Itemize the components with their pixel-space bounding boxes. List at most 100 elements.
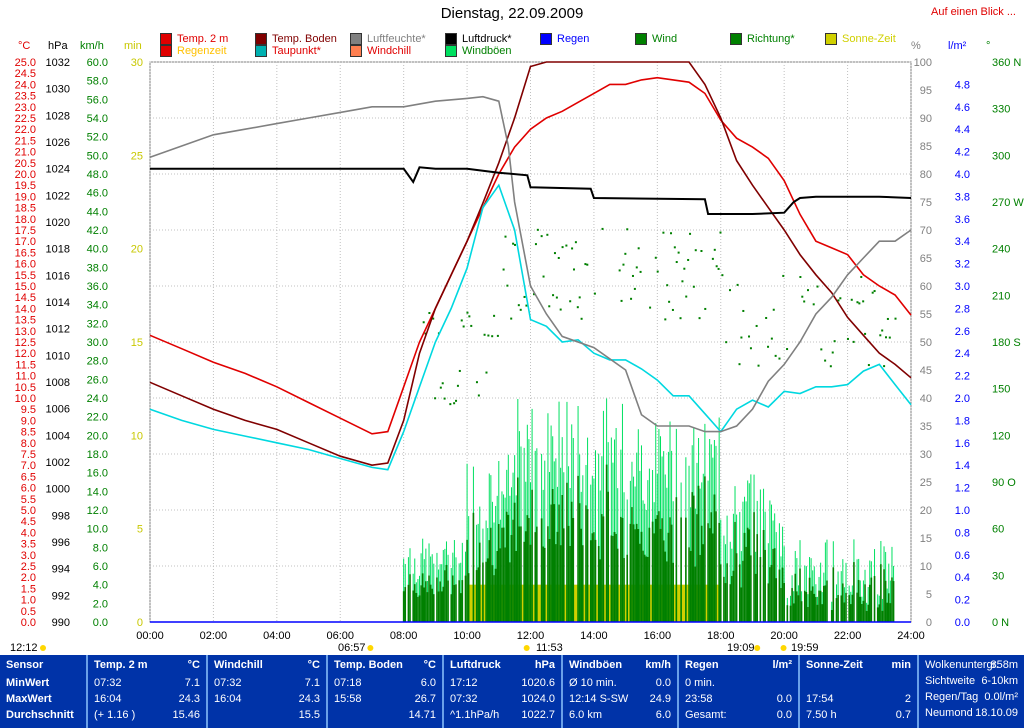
overview-link[interactable]: Auf einen Blick ... bbox=[931, 6, 1016, 18]
temp-axis-unit: °C bbox=[18, 40, 31, 52]
minutes-axis-unit: min bbox=[124, 40, 142, 52]
sun-time-left: 12:12 bbox=[10, 642, 38, 654]
pressure_hpa-tick-label: 1004 bbox=[46, 430, 70, 442]
percent-tick-label: 95 bbox=[920, 85, 932, 97]
direction-point bbox=[637, 247, 640, 250]
stats-col-header: Temp. 2 m bbox=[94, 659, 148, 671]
temp_c-tick-label: 4.0 bbox=[21, 527, 36, 539]
speed-axis-unit: km/h bbox=[80, 40, 104, 52]
direction-point bbox=[525, 304, 528, 307]
direction-point bbox=[635, 266, 638, 269]
direction-point bbox=[886, 317, 889, 320]
direction_deg-tick-label: 30 bbox=[992, 570, 1004, 582]
legend-label: Temp. 2 m bbox=[177, 33, 229, 45]
direction-point bbox=[514, 243, 517, 246]
direction-point bbox=[571, 247, 574, 250]
stats-cell-label: Wolkenuntergr. bbox=[925, 659, 999, 671]
temp_c-tick-label: 2.5 bbox=[21, 561, 36, 573]
direction-point bbox=[624, 252, 627, 255]
series-line-temp-2-m bbox=[149, 76, 912, 435]
direction-point bbox=[654, 256, 657, 259]
stats-col: Windböen km/h Ø 10 min. 0.0 12:14 S-SW 24.9 6.… bbox=[563, 655, 677, 728]
direction_deg-tick-label: 90 O bbox=[992, 477, 1016, 489]
direction-point bbox=[687, 258, 690, 261]
stats-cell-value: 6-10km bbox=[981, 675, 1018, 687]
direction-point bbox=[824, 359, 827, 362]
temp_c-tick-label: 19.0 bbox=[15, 191, 36, 203]
direction-point bbox=[510, 317, 513, 320]
direction_deg-tick-label: 120 bbox=[992, 430, 1010, 442]
direction-point bbox=[593, 292, 596, 295]
stats-col-unit: km/h bbox=[645, 659, 671, 671]
temp_c-tick-label: 12.5 bbox=[15, 337, 36, 349]
direction-point bbox=[487, 334, 490, 337]
sun-marker bbox=[367, 645, 374, 651]
speed_kmh-tick-label: 2.0 bbox=[93, 598, 108, 610]
rain_lm2-tick-label: 4.2 bbox=[955, 147, 970, 159]
direction-point bbox=[662, 231, 665, 234]
speed_kmh-tick-label: 16.0 bbox=[87, 468, 108, 480]
direction-point bbox=[888, 336, 891, 339]
direction_deg-tick-label: 240 bbox=[992, 244, 1010, 256]
stats-cell-label: 17:54 bbox=[806, 693, 834, 705]
stats-cell-label: 0 min. bbox=[685, 677, 715, 689]
rain_lm2-tick-label: 2.6 bbox=[955, 326, 970, 338]
direction-point bbox=[443, 397, 446, 400]
direction-point bbox=[713, 248, 716, 251]
direction-point bbox=[812, 303, 815, 306]
pressure_hpa-tick-label: 994 bbox=[52, 564, 70, 576]
legend-label: Sonne-Zeit bbox=[842, 33, 896, 45]
legend-item: Luftdruck* bbox=[445, 33, 512, 45]
direction-point bbox=[542, 275, 545, 278]
stats-cell-value: 14.71 bbox=[408, 709, 436, 721]
temp_c-tick-label: 12.0 bbox=[15, 348, 36, 360]
direction-point bbox=[772, 308, 775, 311]
temp_c-tick-label: 13.0 bbox=[15, 326, 36, 338]
legend-label: Richtung* bbox=[747, 33, 795, 45]
x-tick-label: 10:00 bbox=[453, 630, 481, 642]
direction-point bbox=[631, 274, 634, 277]
direction-point bbox=[786, 348, 789, 351]
direction-point bbox=[681, 280, 684, 283]
direction-point bbox=[858, 302, 861, 305]
rain_lm2-tick-label: 3.6 bbox=[955, 214, 970, 226]
temp_c-tick-label: 11.5 bbox=[15, 359, 36, 371]
direction-point bbox=[820, 348, 823, 351]
stats-cell-label: 07:18 bbox=[334, 677, 362, 689]
direction-point bbox=[493, 314, 496, 317]
direction-point bbox=[806, 289, 809, 292]
minutes-tick-label: 20 bbox=[131, 244, 143, 256]
speed_kmh-tick-label: 14.0 bbox=[87, 486, 108, 498]
x-tick-label: 22:00 bbox=[834, 630, 862, 642]
stats-cell-label: Sichtweite bbox=[925, 675, 976, 687]
direction-point bbox=[462, 325, 465, 328]
legend-swatch bbox=[160, 45, 172, 57]
speed_kmh-tick-label: 12.0 bbox=[87, 505, 108, 517]
stats-cell-label: 07:32 bbox=[450, 693, 478, 705]
percent-tick-label: 45 bbox=[920, 365, 932, 377]
direction-point bbox=[622, 263, 625, 266]
stats-cell-label: 7.50 h bbox=[806, 709, 837, 721]
direction_deg-tick-label: 0 N bbox=[992, 617, 1009, 629]
pressure_hpa-tick-label: 1006 bbox=[46, 404, 70, 416]
direction-point bbox=[523, 295, 526, 298]
pressure_hpa-tick-label: 1010 bbox=[46, 350, 70, 362]
pressure_hpa-tick-label: 996 bbox=[52, 537, 70, 549]
legend-swatch bbox=[160, 33, 172, 45]
direction-point bbox=[816, 285, 819, 288]
stats-col-header: Windböen bbox=[569, 659, 623, 671]
legend-label: Wind bbox=[652, 33, 678, 45]
direction-point bbox=[475, 381, 478, 384]
rain_lm2-tick-label: 3.4 bbox=[955, 236, 970, 248]
legend-item: Richtung* bbox=[730, 33, 795, 45]
stats-cell-value: 24.3 bbox=[298, 693, 320, 705]
direction-point bbox=[717, 267, 720, 270]
temp_c-tick-label: 11.0 bbox=[15, 371, 36, 383]
direction-point bbox=[664, 318, 667, 321]
direction-point bbox=[434, 397, 437, 400]
direction-point bbox=[700, 250, 703, 253]
stats-cell-value: 0.0l/m² bbox=[984, 691, 1018, 703]
direction-point bbox=[770, 337, 773, 340]
legend-label: Taupunkt* bbox=[272, 45, 321, 57]
direction-point bbox=[555, 296, 558, 299]
